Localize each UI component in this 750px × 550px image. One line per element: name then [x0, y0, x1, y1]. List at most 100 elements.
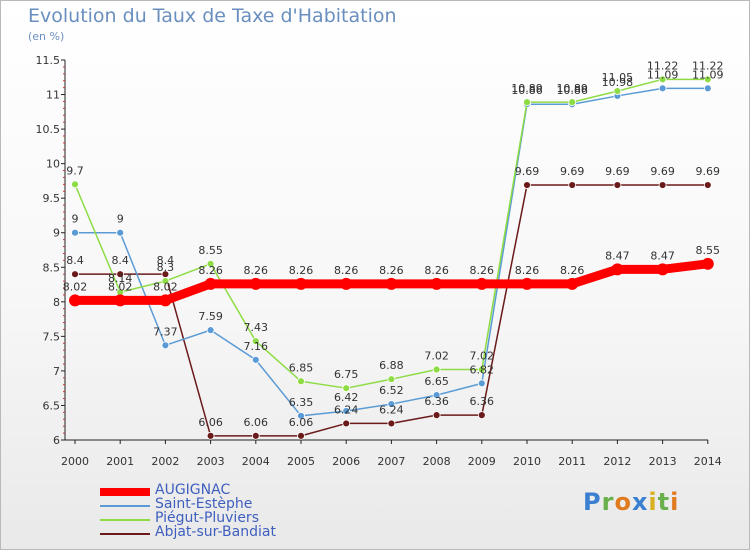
- data-point: [387, 400, 396, 408]
- logo-letter: r: [601, 488, 615, 516]
- data-label: 10.89: [511, 82, 543, 95]
- data-point: [342, 407, 351, 415]
- data-label: 6.42: [334, 391, 359, 404]
- x-tick-label: 2008: [423, 455, 451, 468]
- data-point: [206, 431, 215, 440]
- data-label: 10.98: [602, 76, 634, 89]
- chart-unit: (en %): [28, 30, 65, 43]
- chart-title: Evolution du Taux de Taxe d'Habitation: [28, 5, 397, 27]
- data-point: [611, 263, 624, 276]
- data-label: 9: [72, 213, 79, 226]
- data-point: [523, 98, 531, 107]
- data-point: [658, 181, 667, 189]
- logo-letter: o: [614, 488, 632, 516]
- data-label: 7.16: [244, 340, 269, 353]
- data-label: 6.24: [379, 403, 404, 416]
- data-label: 6.85: [289, 361, 314, 374]
- data-point: [387, 375, 396, 384]
- legend-swatch: [100, 519, 150, 521]
- data-label: 8.26: [334, 264, 359, 277]
- data-label: 7.37: [153, 325, 178, 338]
- data-label: 7.02: [470, 350, 495, 363]
- y-tick-label: 11: [46, 89, 60, 102]
- data-point: [703, 84, 712, 93]
- data-point: [658, 84, 667, 93]
- data-point: [477, 411, 486, 420]
- data-label: 11.22: [692, 59, 724, 72]
- data-label: 9.69: [515, 165, 540, 178]
- x-tick-label: 2011: [558, 455, 586, 468]
- data-point: [71, 228, 79, 237]
- data-label: 8.02: [63, 280, 88, 293]
- data-label: 8.47: [605, 249, 630, 262]
- x-tick-label: 2000: [61, 455, 89, 468]
- x-tick-label: 2002: [151, 455, 179, 468]
- data-point: [69, 294, 81, 307]
- data-point: [251, 337, 260, 346]
- data-point: [613, 87, 622, 95]
- y-tick-label: 11.5: [36, 54, 61, 67]
- logo-letter: i: [648, 488, 658, 516]
- logo-letter: P: [583, 488, 602, 516]
- data-point: [432, 411, 441, 420]
- data-point: [566, 277, 579, 290]
- data-label: 10.86: [556, 84, 588, 97]
- data-point: [658, 75, 667, 84]
- data-label: 7.02: [424, 350, 449, 363]
- data-point: [71, 270, 79, 279]
- data-label: 8.26: [198, 264, 223, 277]
- y-tick-label: 9.5: [43, 192, 61, 205]
- y-tick-label: 9: [53, 227, 60, 240]
- data-label: 8.26: [244, 264, 269, 277]
- data-label: 8.02: [108, 280, 133, 293]
- data-point: [297, 377, 305, 386]
- legend-swatch: [100, 488, 150, 496]
- data-point: [206, 326, 215, 335]
- x-tick-label: 2009: [468, 455, 496, 468]
- data-point: [385, 277, 398, 290]
- data-label: 6.06: [198, 416, 223, 429]
- legend-label: Abjat-sur-Bandiat: [155, 524, 276, 540]
- data-point: [475, 277, 488, 290]
- data-point: [656, 263, 669, 276]
- data-label: 6.24: [334, 403, 359, 416]
- x-tick-label: 2007: [377, 455, 405, 468]
- data-label: 8.55: [198, 244, 223, 257]
- data-point: [521, 277, 533, 290]
- data-label: 11.22: [647, 59, 679, 72]
- data-label: 8.3: [157, 261, 175, 274]
- data-point: [297, 411, 305, 420]
- data-point: [342, 419, 351, 428]
- data-label: 8.4: [66, 254, 84, 267]
- data-point: [206, 259, 215, 268]
- data-label: 6.36: [424, 395, 449, 408]
- data-label: 6.36: [470, 395, 495, 408]
- data-point: [116, 228, 125, 237]
- data-label: 6.88: [379, 359, 404, 372]
- data-label: 6.35: [289, 396, 314, 409]
- data-point: [161, 341, 170, 350]
- data-label: 8.47: [650, 249, 675, 262]
- data-label: 9.7: [66, 164, 84, 177]
- x-tick-label: 2004: [242, 455, 270, 468]
- data-label: 9.69: [696, 165, 721, 178]
- data-point: [523, 181, 531, 189]
- data-label: 9: [117, 213, 124, 226]
- data-point: [701, 257, 714, 270]
- data-point: [477, 365, 486, 374]
- data-point: [116, 270, 125, 279]
- data-label: 6.82: [470, 363, 495, 376]
- data-label: 10.86: [511, 84, 543, 97]
- data-label: 8.55: [696, 244, 721, 257]
- legend-label: Piégut-Pluviers: [155, 510, 259, 526]
- data-label: 7.59: [198, 310, 223, 323]
- data-label: 7.43: [244, 321, 269, 334]
- x-tick-label: 2005: [287, 455, 315, 468]
- x-tick-label: 2003: [197, 455, 225, 468]
- data-point: [430, 277, 443, 290]
- y-tick-label: 10: [46, 158, 60, 171]
- data-point: [568, 181, 577, 189]
- data-label: 11.09: [647, 68, 679, 81]
- data-point: [249, 277, 262, 290]
